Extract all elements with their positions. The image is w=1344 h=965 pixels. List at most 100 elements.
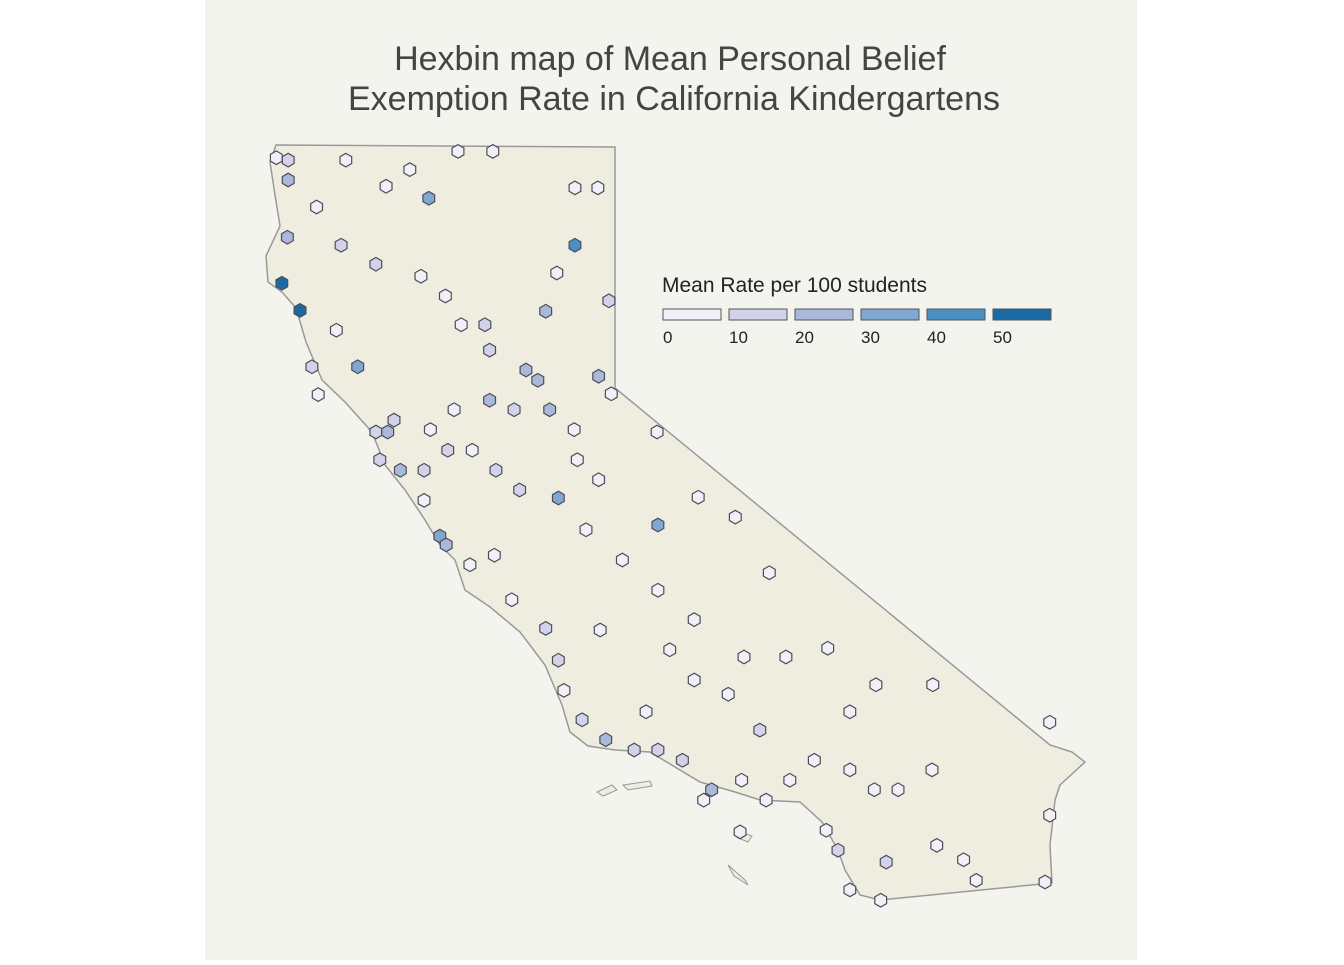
hexbin xyxy=(843,704,857,720)
hexbin xyxy=(957,852,971,868)
hexbin xyxy=(1043,807,1057,823)
hexbin xyxy=(602,293,616,309)
hexbin xyxy=(351,359,365,375)
hexbin xyxy=(329,322,343,338)
hexbin xyxy=(874,892,888,908)
legend-swatch xyxy=(992,308,1052,321)
hexbin xyxy=(969,872,983,888)
hexbin xyxy=(423,422,437,438)
hexbin xyxy=(531,372,545,388)
hexbin xyxy=(311,387,325,403)
hexbin xyxy=(507,402,521,418)
legend-swatch xyxy=(926,308,986,321)
hexbin xyxy=(568,180,582,196)
hexbin xyxy=(305,359,319,375)
hexbin xyxy=(651,517,665,533)
hexbin xyxy=(417,462,431,478)
hexbin xyxy=(843,762,857,778)
hexbin xyxy=(735,772,749,788)
hexbin xyxy=(650,424,664,440)
legend-swatch xyxy=(860,308,920,321)
hexbins xyxy=(269,143,1057,908)
hexbin xyxy=(487,547,501,563)
hexbin xyxy=(783,772,797,788)
hexbin xyxy=(831,842,845,858)
hexbin xyxy=(930,837,944,853)
hexbin xyxy=(293,302,307,318)
hexbin xyxy=(275,275,289,291)
legend-swatch xyxy=(728,308,788,321)
hexbin xyxy=(675,752,689,768)
hexbin xyxy=(379,178,393,194)
hexbin xyxy=(373,452,387,468)
legend-label: 50 xyxy=(993,328,1012,347)
hexbin xyxy=(369,256,383,272)
hexbin xyxy=(663,642,677,658)
hexbin xyxy=(762,565,776,581)
hexbin xyxy=(483,392,497,408)
hexbin xyxy=(539,620,553,636)
hexbin xyxy=(334,237,348,253)
hexbin xyxy=(281,152,295,168)
hexbin xyxy=(447,402,461,418)
hexbin xyxy=(557,682,571,698)
hexbin xyxy=(393,462,407,478)
hexbin xyxy=(579,522,593,538)
hexbin xyxy=(697,792,711,808)
hexbin xyxy=(867,782,881,798)
hexbin xyxy=(414,268,428,284)
hexbin xyxy=(753,722,767,738)
hexbin xyxy=(339,152,353,168)
hexbin xyxy=(281,172,295,188)
hexbin xyxy=(551,652,565,668)
hexbin xyxy=(519,362,533,378)
hexbin xyxy=(513,482,527,498)
hexbin xyxy=(539,303,553,319)
hexbin xyxy=(737,649,751,665)
hexbin xyxy=(438,288,452,304)
hexbin xyxy=(1043,714,1057,730)
hexbin xyxy=(550,265,564,281)
hexbin xyxy=(691,489,705,505)
hexbin xyxy=(454,317,468,333)
island xyxy=(727,864,749,886)
hexbin xyxy=(627,742,641,758)
hexbin xyxy=(417,492,431,508)
hexbin xyxy=(759,792,773,808)
hexbin xyxy=(728,509,742,525)
hexbin xyxy=(807,752,821,768)
legend-label: 0 xyxy=(663,328,672,347)
hexbin xyxy=(310,199,324,215)
hexbin xyxy=(639,704,653,720)
hexbin xyxy=(381,424,395,440)
chart-title: Hexbin map of Mean Personal Belief xyxy=(394,40,946,78)
hexbin xyxy=(568,237,582,253)
hexbin xyxy=(570,452,584,468)
hexbin xyxy=(422,190,436,206)
island xyxy=(621,780,653,791)
legend-label: 30 xyxy=(861,328,880,347)
hexbin xyxy=(651,742,665,758)
hexbin xyxy=(705,782,719,798)
hexbin xyxy=(615,552,629,568)
chart-title: Exemption Rate in California Kindergarte… xyxy=(348,80,1000,118)
hexbin xyxy=(733,824,747,840)
hexbin xyxy=(651,582,665,598)
island xyxy=(595,784,618,797)
hexbin xyxy=(687,612,701,628)
hexbin xyxy=(1038,874,1052,890)
hexbin xyxy=(926,677,940,693)
hexbin xyxy=(575,712,589,728)
hexbin xyxy=(403,162,417,178)
hexbin xyxy=(486,143,500,159)
hexbin xyxy=(891,782,905,798)
hexbin xyxy=(779,649,793,665)
hexbin xyxy=(463,557,477,573)
hexbin xyxy=(599,732,613,748)
hexbin xyxy=(551,490,565,506)
hexbin xyxy=(483,342,497,358)
hexbin xyxy=(465,442,479,458)
legend-label: 10 xyxy=(729,328,748,347)
